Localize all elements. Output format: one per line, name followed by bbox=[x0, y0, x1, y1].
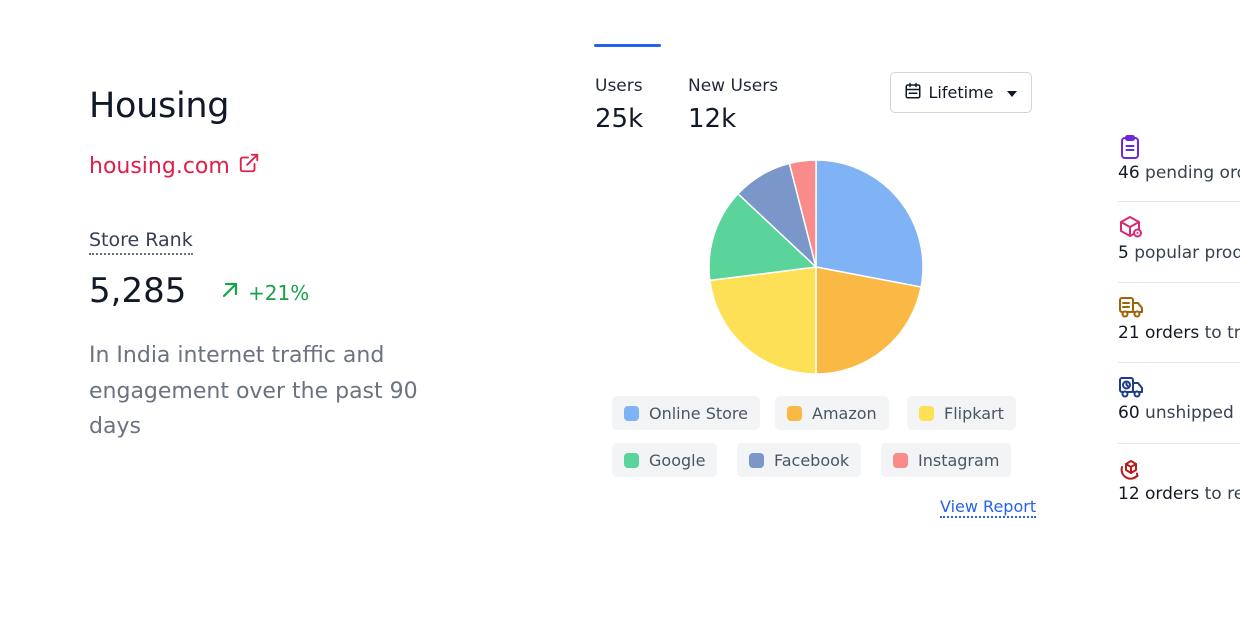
store-link-text: housing.com bbox=[89, 153, 230, 179]
store-rank-label: Store Rank bbox=[89, 229, 193, 255]
legend-online-store[interactable]: Online Store bbox=[612, 396, 760, 430]
divider bbox=[1118, 201, 1240, 202]
legend-swatch bbox=[787, 405, 802, 421]
legend-label: Online Store bbox=[649, 403, 748, 423]
legend-google[interactable]: Google bbox=[612, 443, 718, 477]
unshipped-orders-text: 60 unshipped bbox=[1118, 403, 1234, 423]
divider bbox=[1118, 282, 1240, 283]
users-value: 25k bbox=[595, 104, 644, 134]
legend-label: Flipkart bbox=[944, 403, 1004, 423]
popular-products-item[interactable]: 5 popular prod bbox=[1118, 214, 1240, 263]
orders-to-return-item[interactable]: 12 orders to ret bbox=[1118, 455, 1240, 504]
pie-slice-flipkart[interactable] bbox=[709, 266, 817, 375]
truck-clock-icon bbox=[1118, 374, 1240, 400]
pie-slice-instagram[interactable] bbox=[788, 159, 817, 268]
box-return-icon bbox=[1118, 455, 1240, 481]
truck-doc-icon bbox=[1118, 294, 1240, 320]
unshipped-orders-item[interactable]: 60 unshipped bbox=[1118, 374, 1240, 423]
legend-label: Google bbox=[649, 450, 706, 470]
view-report-link[interactable]: View Report bbox=[940, 497, 1037, 518]
pie-slice-online-store[interactable] bbox=[815, 159, 924, 288]
new-users-stat[interactable]: New Users 12k bbox=[688, 76, 778, 134]
active-tab-indicator bbox=[594, 44, 661, 47]
store-description: In India internet traffic and engagement… bbox=[89, 343, 418, 439]
legend-swatch bbox=[624, 405, 639, 421]
users-stat[interactable]: Users 25k bbox=[595, 76, 643, 134]
date-range-label: Lifetime bbox=[928, 83, 994, 102]
arrow-up-right-icon bbox=[220, 280, 240, 305]
pending-orders-item[interactable]: 46 pending ord bbox=[1118, 134, 1240, 183]
store-title: Housing bbox=[89, 86, 230, 126]
orders-to-track-item[interactable]: 21 orders to tra bbox=[1118, 294, 1240, 343]
orders-to-return-text: 12 orders to ret bbox=[1118, 484, 1240, 504]
rank-change: +21% bbox=[220, 280, 309, 305]
clipboard-icon bbox=[1118, 134, 1240, 160]
calendar-icon bbox=[904, 82, 922, 104]
legend-facebook[interactable]: Facebook bbox=[737, 443, 862, 477]
pie-slice-amazon[interactable] bbox=[815, 266, 922, 375]
rank-change-value: +21% bbox=[248, 280, 310, 305]
legend-swatch bbox=[749, 452, 764, 468]
traffic-pie-chart bbox=[708, 159, 924, 375]
legend-label: Facebook bbox=[774, 450, 850, 470]
box-tag-icon bbox=[1118, 214, 1240, 240]
legend-flipkart[interactable]: Flipkart bbox=[907, 396, 1016, 430]
legend-swatch bbox=[919, 405, 934, 421]
divider bbox=[1118, 443, 1240, 444]
new-users-value: 12k bbox=[688, 104, 737, 134]
pending-orders-text: 46 pending ord bbox=[1118, 163, 1240, 183]
store-rank-value: 5,285 bbox=[89, 271, 187, 311]
new-users-label: New Users bbox=[688, 76, 779, 96]
users-label: Users bbox=[595, 76, 643, 96]
legend-label: Instagram bbox=[918, 450, 1000, 470]
legend-swatch bbox=[893, 452, 908, 468]
popular-products-text: 5 popular prod bbox=[1118, 243, 1240, 263]
caret-down-icon bbox=[1006, 83, 1018, 102]
legend-label: Amazon bbox=[812, 403, 877, 423]
external-link-icon bbox=[238, 152, 260, 180]
store-link[interactable]: housing.com bbox=[89, 152, 260, 180]
date-range-dropdown[interactable]: Lifetime bbox=[890, 72, 1032, 113]
legend-swatch bbox=[624, 452, 639, 468]
orders-to-track-text: 21 orders to tra bbox=[1118, 323, 1240, 343]
legend-amazon[interactable]: Amazon bbox=[775, 396, 889, 430]
pie-slice-google[interactable] bbox=[708, 192, 818, 282]
divider bbox=[1118, 362, 1240, 363]
legend-instagram[interactable]: Instagram bbox=[881, 443, 1012, 477]
